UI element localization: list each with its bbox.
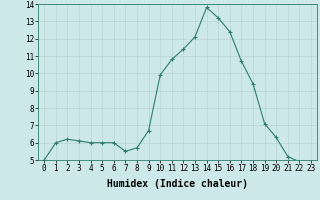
X-axis label: Humidex (Indice chaleur): Humidex (Indice chaleur): [107, 179, 248, 189]
